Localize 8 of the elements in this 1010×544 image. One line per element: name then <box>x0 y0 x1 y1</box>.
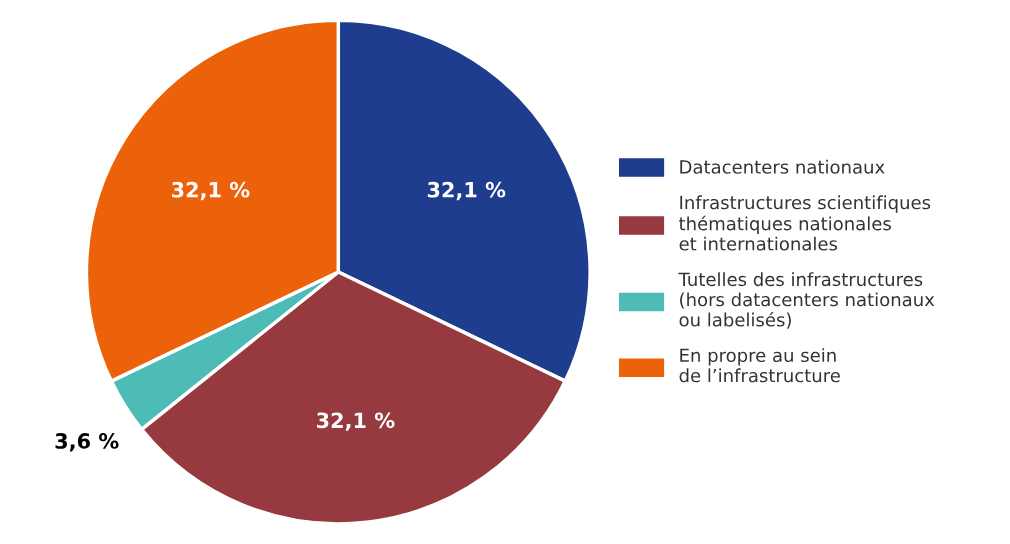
legend-label: Infrastructures scientifiques thématiques nationales et internationales <box>679 195 931 251</box>
legend-label: En propre au sein de l’infrastructure <box>679 348 840 383</box>
data-label: 32,1 % <box>316 412 395 431</box>
data-label: 32,1 % <box>427 181 506 201</box>
data-label: 32,1 % <box>171 181 250 201</box>
data-label: 3,6 % <box>55 433 119 452</box>
legend-label: Datacenters nationaux <box>680 159 885 174</box>
legend-label: Tutelles des infrastructures (hors datacenters nationaux ou labelisés) <box>678 272 935 329</box>
